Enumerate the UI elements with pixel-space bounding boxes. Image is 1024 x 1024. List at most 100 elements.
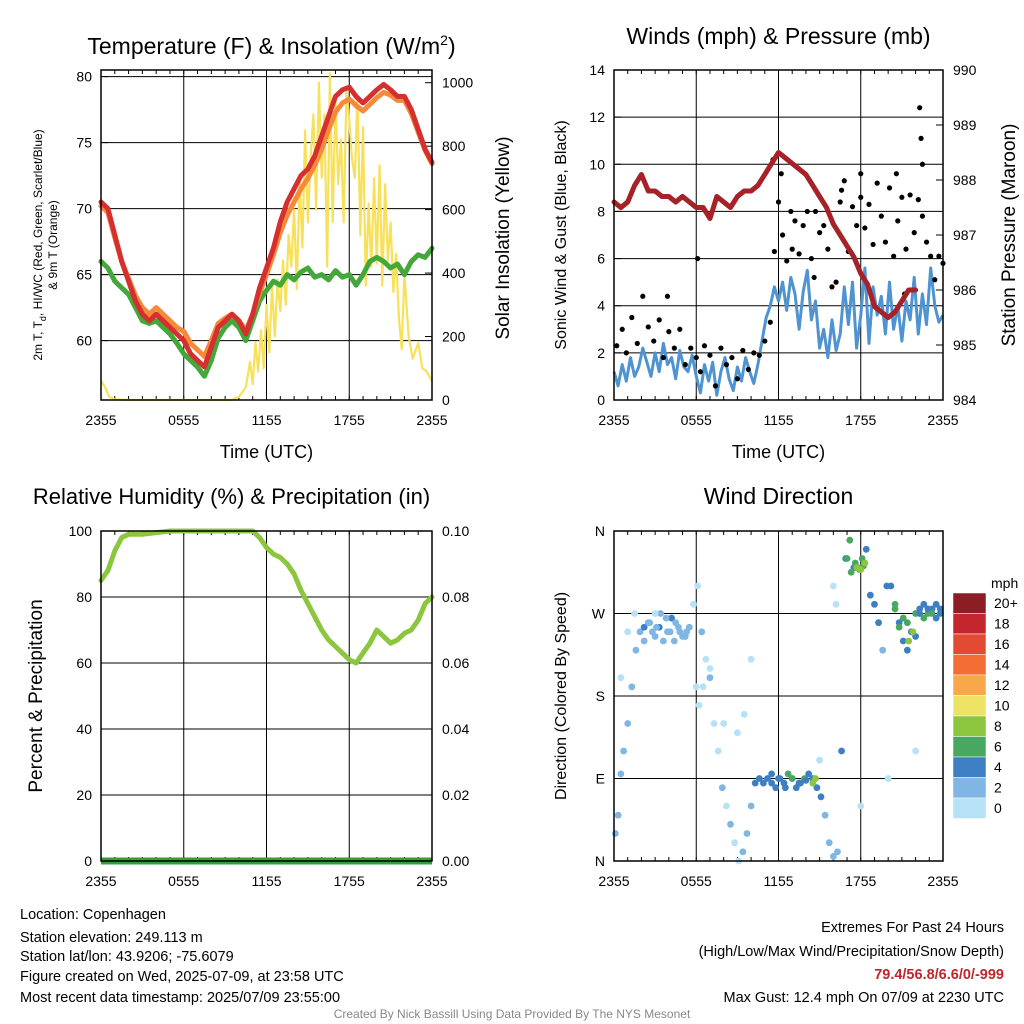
- gust-point: [928, 253, 934, 259]
- rh-y2-tick-label: 0.06: [442, 655, 469, 671]
- gust-point: [729, 354, 735, 361]
- direction-point: [640, 637, 648, 645]
- rh-chart-title: Relative Humidity (%) & Precipitation (i…: [33, 484, 430, 509]
- panel-winds-pressure: 2355 0555 1155 1755 2355 0 2 4 6 8 10 12 14 984 985 986…: [553, 23, 1020, 462]
- colorbar-swatch: [952, 633, 987, 655]
- gust-point: [792, 218, 798, 224]
- rh-x-tick-label: 2355: [416, 873, 447, 889]
- direction-point: [932, 600, 940, 608]
- direction-point: [747, 655, 755, 663]
- gust-point: [841, 178, 847, 184]
- gust-point: [784, 258, 790, 264]
- gust-point: [917, 105, 923, 111]
- dir-y-tick-label: S: [596, 688, 605, 704]
- footer-recent: Most recent data timestamp: 2025/07/09 2…: [20, 990, 341, 1006]
- gust-point: [918, 135, 924, 141]
- temp-x-tick-label: 0555: [168, 412, 199, 428]
- direction-point: [617, 770, 625, 778]
- rh-y-tick-label: 0: [84, 853, 92, 869]
- wind-y2-tick-label: 990: [953, 62, 977, 78]
- wind-x-tick-label: 2355: [598, 412, 629, 428]
- gust-point: [712, 383, 719, 389]
- gust-point: [825, 246, 831, 252]
- credit-line: Created By Nick Bassill Using Data Provi…: [333, 1007, 691, 1021]
- dir-y-tick-label: E: [596, 771, 605, 787]
- direction-point: [772, 784, 780, 792]
- direction-point: [740, 710, 748, 718]
- direction-point: [743, 830, 751, 837]
- direction-point: [936, 610, 944, 617]
- colorbar-swatch: [952, 715, 987, 737]
- extremes-description: (High/Low/Max Wind/Precipitation/Snow De…: [698, 944, 1004, 960]
- colorbar-label: 16: [994, 636, 1010, 652]
- temp-y2-tick-label: 800: [442, 138, 466, 154]
- direction-point: [699, 683, 707, 691]
- colorbar-label: 0: [994, 800, 1002, 816]
- direction-point: [832, 600, 840, 608]
- dir-y-tick-label: N: [595, 853, 605, 869]
- temp-y2-tick-label: 0: [442, 392, 450, 408]
- gust-point: [854, 222, 860, 229]
- direction-point: [879, 646, 887, 654]
- gust-point: [614, 343, 620, 349]
- gust-point: [808, 255, 815, 262]
- rh-y2-tick-label: 0.08: [442, 589, 469, 605]
- rh-y2-tick-label: 0.00: [442, 853, 469, 869]
- gust-point: [891, 253, 897, 259]
- direction-point: [812, 775, 819, 782]
- max-gust: Max Gust: 12.4 mph On 07/09 at 2230 UTC: [723, 990, 1004, 1006]
- footer-latlon: Station lat/lon: 43.9206; -75.6079: [20, 949, 234, 965]
- temp-x-tick-label: 2355: [85, 412, 116, 428]
- gust-point: [804, 208, 810, 215]
- temp-series-t2m: [98, 82, 435, 370]
- direction-point: [829, 853, 837, 860]
- gust-point: [911, 230, 917, 236]
- rh-y2-tick-label: 0.10: [442, 523, 469, 539]
- direction-point: [653, 623, 660, 631]
- direction-point: [909, 628, 917, 636]
- direction-point: [706, 674, 714, 682]
- gust-point: [771, 248, 777, 255]
- temp-y-axis-label: 2m T, Td, HI/WC (Red, Green, Scarlet/Blu…: [31, 129, 48, 360]
- rh-y2-tick-label: 0.02: [442, 787, 469, 803]
- direction-point: [891, 605, 899, 613]
- direction-point: [816, 756, 824, 764]
- gust-point: [895, 218, 901, 224]
- direction-point: [924, 605, 932, 613]
- footer-created: Figure created on Wed, 2025-07-09, at 23…: [20, 969, 344, 985]
- gust-point: [666, 329, 672, 335]
- wind-x-axis-label: Time (UTC): [732, 442, 825, 462]
- gust-point: [645, 324, 651, 330]
- direction-point: [843, 555, 851, 562]
- direction-point: [829, 582, 837, 590]
- colorbar-label: 2: [994, 780, 1002, 796]
- wind-y2-tick-label: 984: [953, 392, 977, 408]
- wind-plot-border: [613, 69, 944, 401]
- dir-x-tick-label: 1155: [763, 873, 793, 889]
- colorbar-label: 12: [994, 677, 1010, 693]
- gust-point: [695, 255, 701, 262]
- direction-point: [899, 637, 907, 645]
- wind-y2-axis-label: Station Pressure (Maroon): [999, 124, 1020, 347]
- temp-y2-tick-label: 200: [442, 329, 466, 345]
- gust-point: [878, 213, 884, 219]
- wind-y2-tick-label: 988: [953, 172, 977, 188]
- dir-x-tick-label: 2355: [927, 873, 958, 889]
- gust-point: [874, 180, 880, 186]
- direction-point: [817, 793, 825, 801]
- direction-point: [884, 775, 892, 782]
- gust-point: [882, 239, 889, 245]
- direction-point: [847, 568, 855, 576]
- direction-point: [702, 655, 710, 663]
- temp-y-tick-label: 75: [76, 135, 92, 151]
- gust-point: [682, 362, 688, 368]
- gust-point: [723, 362, 730, 368]
- rh-y-tick-label: 80: [76, 589, 92, 605]
- rh-y2-tick-label: 0.04: [442, 721, 469, 737]
- direction-point: [611, 830, 619, 837]
- direction-point: [731, 839, 739, 847]
- dir-x-tick-label: 2355: [598, 873, 629, 889]
- rh-y-tick-label: 40: [76, 721, 92, 737]
- gust-point: [629, 314, 635, 321]
